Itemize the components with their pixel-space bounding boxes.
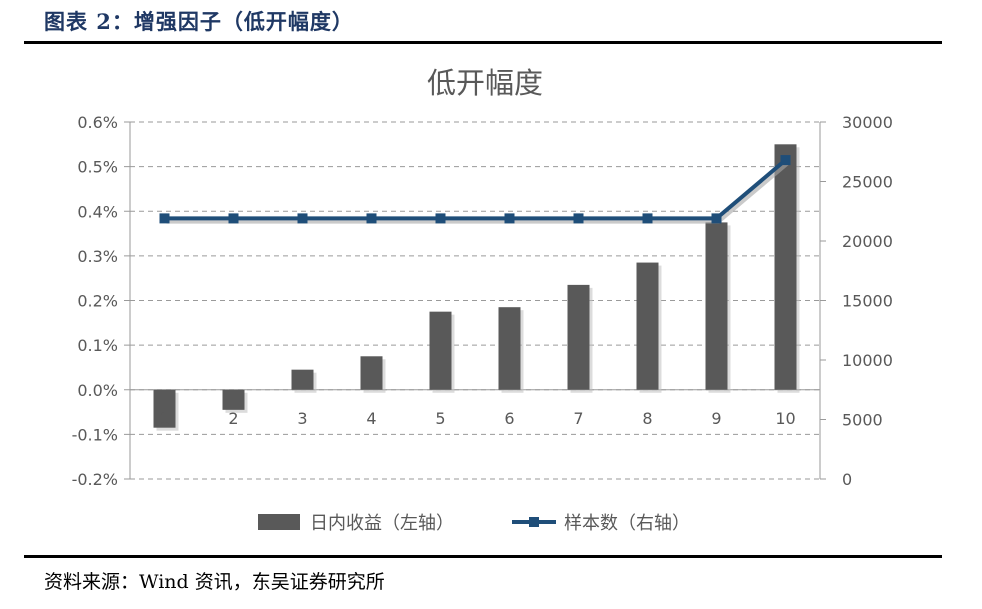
left-axis-tick-label: -0.2% [72,470,118,489]
legend-label-bar: 日内收益（左轴） [310,513,454,534]
bar [774,144,797,390]
bar [705,222,728,390]
category-label: 2 [228,409,238,428]
legend-swatch-marker [529,517,539,527]
legend-label-line: 样本数（右轴） [564,513,690,534]
category-label: 6 [504,409,514,428]
chart: 低开幅度 -0.2% -0.1% 0.0% 0.1% 0.2% 0.3% 0.4% 0.5% 0.… [72,66,893,534]
series-marker [504,213,515,224]
bar [153,389,176,428]
right-axis-tick-label: 25000 [842,173,893,192]
left-axis-tick-label: 0.4% [77,202,118,221]
bar [222,389,245,410]
left-axis-tick-label: 0.1% [77,336,118,355]
category-label: 9 [711,409,721,428]
bar [360,356,383,390]
source-note: 资料来源：Wind 资讯，东吴证券研究所 [44,571,385,593]
right-axis-tick-label: 15000 [842,292,893,311]
series-marker [435,213,446,224]
category-label: 10 [775,409,795,428]
series-marker [780,155,791,166]
legend-swatch-bar [258,514,300,530]
bottom-rule [24,555,942,558]
top-rule [24,41,942,44]
series-marker [642,213,653,224]
series-marker [366,213,377,224]
bar [291,369,314,390]
category-label: 3 [297,409,307,428]
left-axis-tick-label: 0.5% [77,158,118,177]
bar [498,307,521,390]
right-axis-tick-label: 30000 [842,113,893,132]
bar [636,262,659,390]
series-marker [711,213,722,224]
bar [567,284,590,390]
right-axis-tick-label: 0 [842,470,852,489]
series-marker [228,213,239,224]
left-axis-tick-label: 0.6% [77,113,118,132]
left-axis-tick-label: 0.0% [77,381,118,400]
category-label: 7 [573,409,583,428]
category-label: 4 [366,409,376,428]
category-label: 5 [435,409,445,428]
series-marker [159,213,170,224]
series-line-shadow [166,161,789,224]
left-axis-tick-label: 0.2% [77,292,118,311]
left-axis-tick-label: 0.3% [77,247,118,266]
right-axis-tick-label: 5000 [842,411,883,430]
category-label: 8 [642,409,652,428]
figure-title: 图表 2：增强因子（低开幅度） [44,9,354,34]
right-axis-tick-label: 20000 [842,232,893,251]
category-label: 1 [159,409,169,428]
series-marker [573,213,584,224]
chart-title: 低开幅度 [427,66,543,100]
right-axis-tick-label: 10000 [842,351,893,370]
left-axis-tick-label: -0.1% [72,425,118,444]
bar [429,311,452,390]
series-line [164,158,787,221]
series-marker [297,213,308,224]
